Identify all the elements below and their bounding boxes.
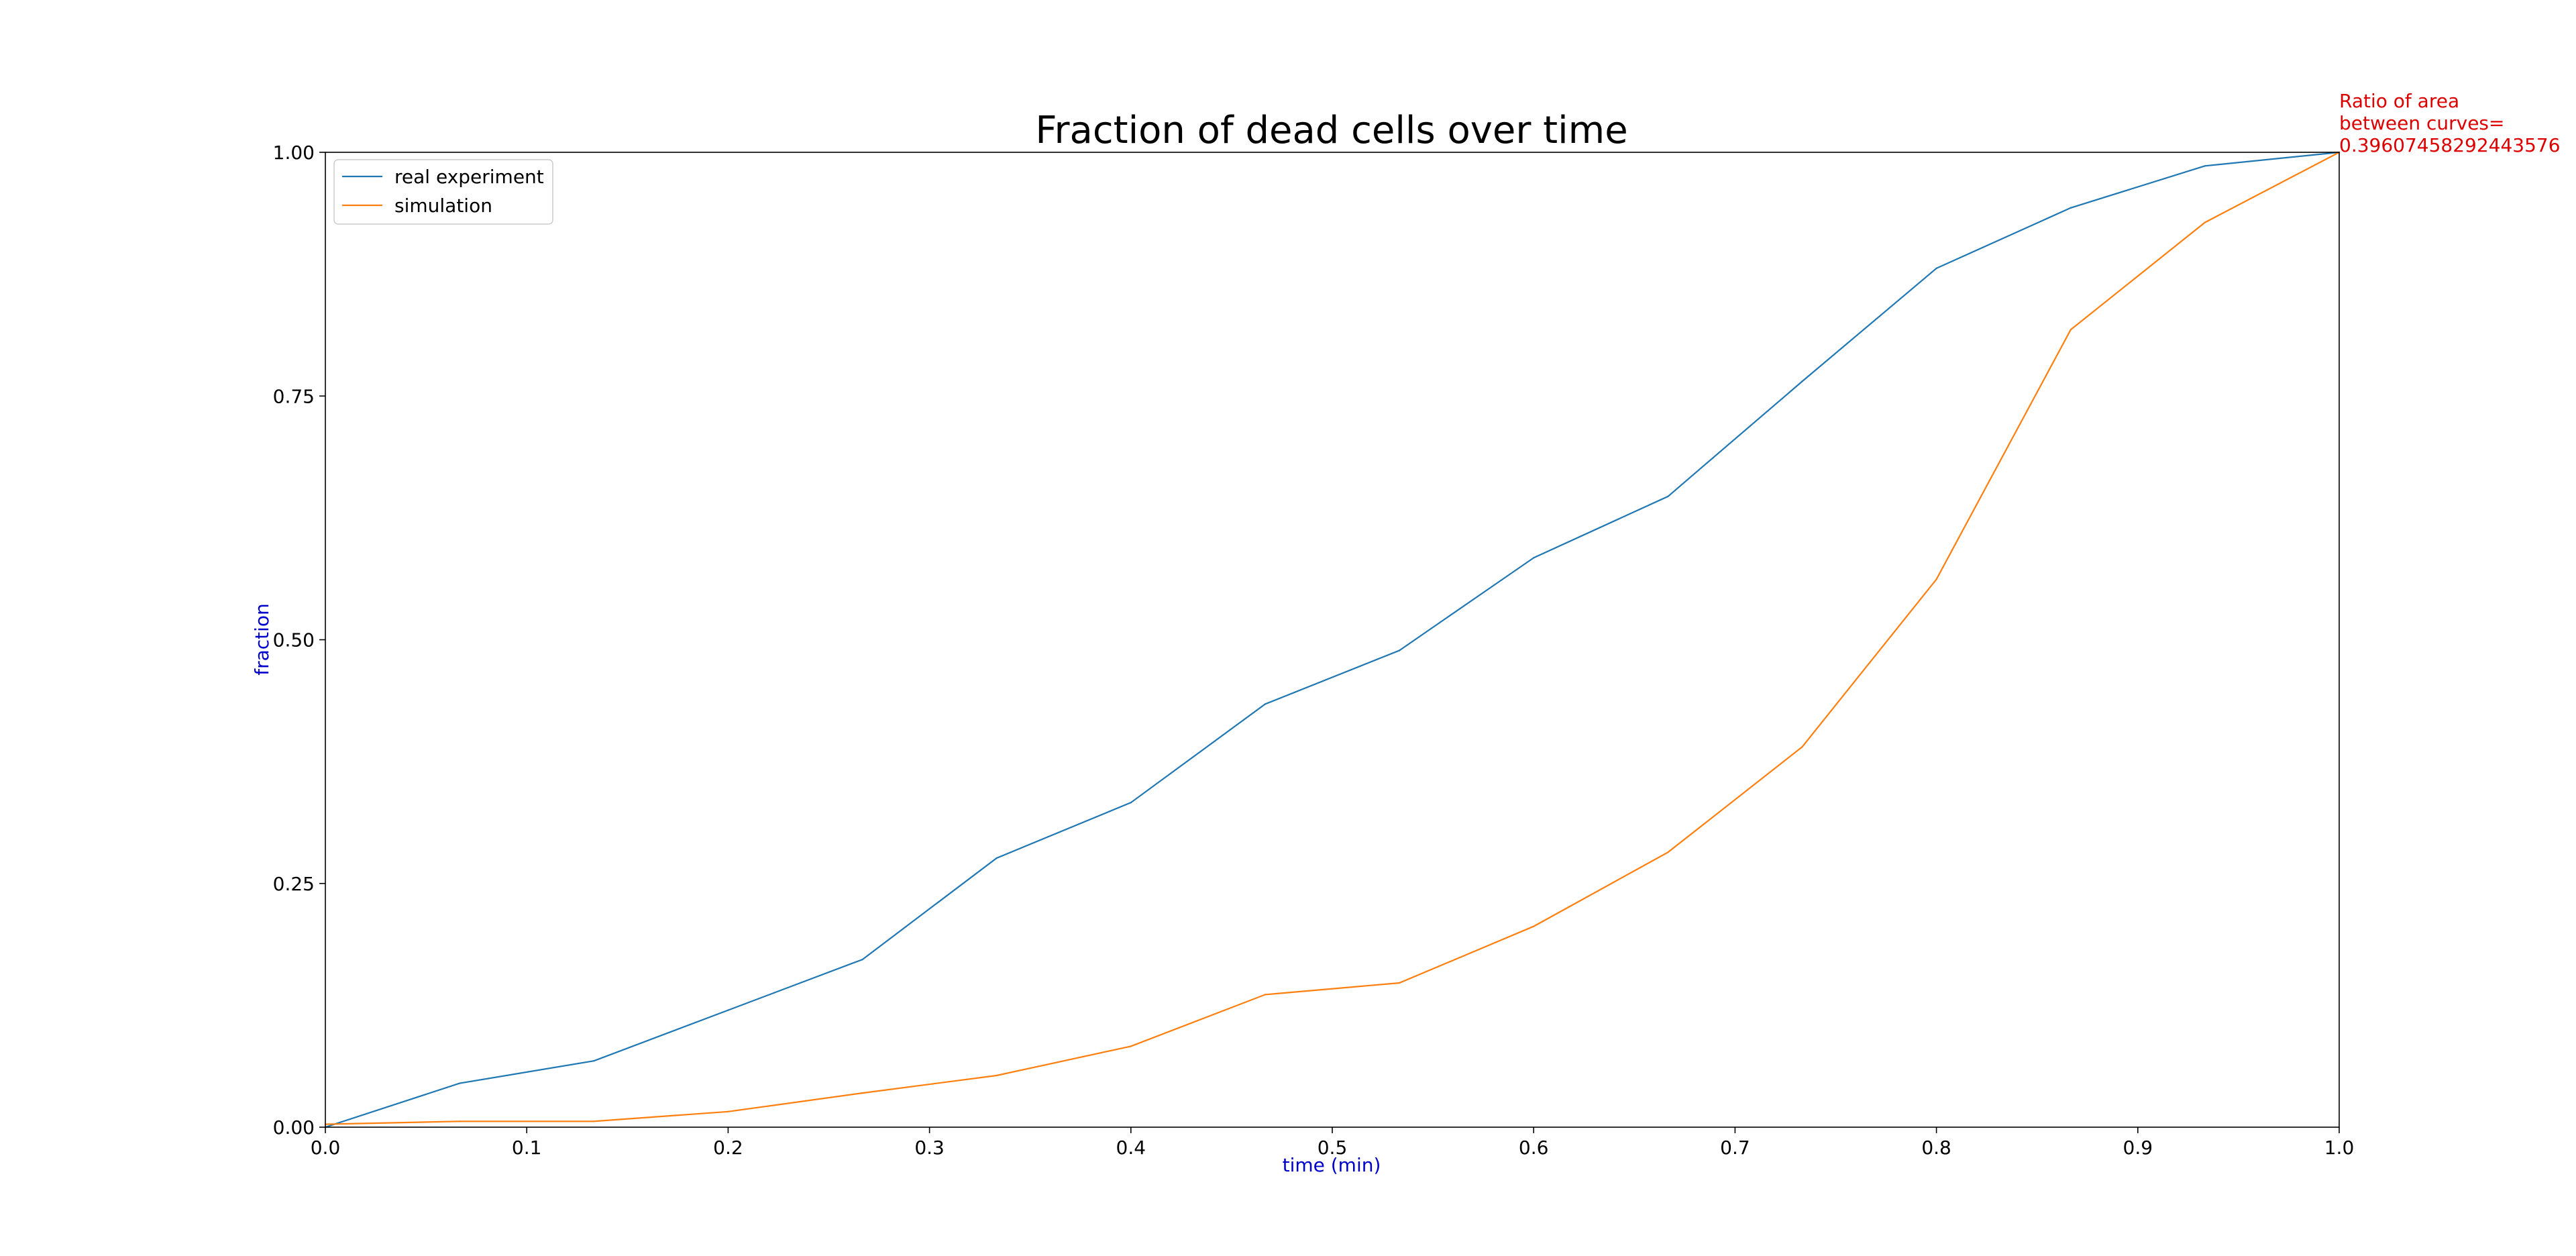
data-point-simulation	[459, 1120, 461, 1122]
x-tick-label: 1.0	[2324, 1137, 2355, 1159]
x-tick-label: 0.0	[311, 1137, 341, 1159]
data-point-real-experiment	[1264, 703, 1267, 705]
y-tick-label: 0.00	[273, 1116, 315, 1139]
y-axis-label: fraction	[251, 603, 273, 676]
y-tick-label: 0.50	[273, 629, 315, 651]
x-tick-label: 0.4	[1116, 1137, 1146, 1159]
x-tick-label: 0.5	[1318, 1137, 1348, 1159]
x-tick-label: 0.3	[914, 1137, 945, 1159]
series-line-real-experiment	[325, 151, 2340, 1129]
data-point-real-experiment	[861, 958, 863, 961]
area-ratio-annotation: Ratio of area between curves= 0.39607458…	[2339, 90, 2561, 156]
data-point-real-experiment	[593, 1060, 595, 1062]
x-axis-label: time (min)	[1283, 1154, 1381, 1176]
area-ratio-line-2: between curves=	[2339, 112, 2504, 134]
data-point-simulation	[1533, 925, 1535, 927]
x-tick-label: 0.6	[1519, 1137, 1549, 1159]
data-point-simulation	[2204, 221, 2206, 223]
legend-label-real-experiment: real experiment	[394, 166, 544, 188]
data-point-simulation	[1801, 746, 1803, 748]
data-point-simulation	[1935, 578, 1937, 580]
data-point-real-experiment	[2204, 165, 2206, 167]
legend: real experiment simulation	[333, 159, 553, 225]
y-tick-label: 1.00	[273, 142, 315, 164]
series-line-simulation	[325, 152, 2340, 1125]
x-tick-label: 0.7	[1720, 1137, 1750, 1159]
data-point-simulation	[1130, 1045, 1132, 1047]
y-tick-label: 0.25	[273, 873, 315, 895]
data-point-simulation	[1667, 851, 1669, 853]
data-point-simulation	[593, 1120, 595, 1122]
area-ratio-line-1: Ratio of area	[2339, 90, 2459, 112]
legend-box	[333, 159, 553, 225]
data-point-real-experiment	[1935, 267, 1937, 270]
data-point-real-experiment	[1667, 495, 1669, 498]
x-tick-label: 0.2	[713, 1137, 743, 1159]
area-ratio-value: 0.39607458292443576	[2339, 134, 2561, 156]
legend-label-simulation: simulation	[394, 195, 492, 217]
plot-frame	[325, 152, 2340, 1128]
data-point-real-experiment	[1130, 802, 1132, 804]
data-point-simulation	[1398, 982, 1401, 984]
y-axis: 0.00 0.25 0.50 0.75 1.00	[273, 142, 325, 1139]
data-point-real-experiment	[459, 1082, 461, 1084]
data-point-simulation	[1264, 994, 1267, 996]
data-point-real-experiment	[727, 1009, 729, 1011]
data-point-real-experiment	[2070, 207, 2072, 209]
x-tick-label: 0.1	[512, 1137, 542, 1159]
data-point-real-experiment	[1801, 380, 1803, 382]
data-point-real-experiment	[1398, 649, 1401, 651]
x-tick-label: 0.8	[1921, 1137, 1951, 1159]
x-axis: 0.0 0.1 0.2 0.3 0.4 0.5 0.6 0.7 0.8 0.9 1.0	[311, 1127, 2355, 1159]
data-point-simulation	[2070, 329, 2072, 331]
chart-title: Fraction of dead cells over time	[1035, 109, 1627, 152]
data-point-real-experiment	[996, 857, 998, 859]
data-point-real-experiment	[1533, 557, 1535, 559]
x-tick-label: 0.9	[2123, 1137, 2153, 1159]
data-point-simulation	[996, 1074, 998, 1077]
series-layer	[324, 151, 2341, 1129]
y-tick-label: 0.75	[273, 385, 315, 407]
data-point-simulation	[727, 1110, 729, 1113]
data-point-simulation	[861, 1092, 863, 1094]
